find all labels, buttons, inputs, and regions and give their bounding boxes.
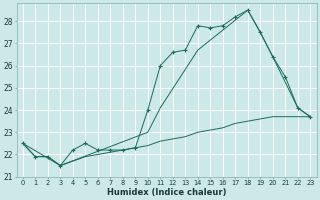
X-axis label: Humidex (Indice chaleur): Humidex (Indice chaleur) [107,188,226,197]
